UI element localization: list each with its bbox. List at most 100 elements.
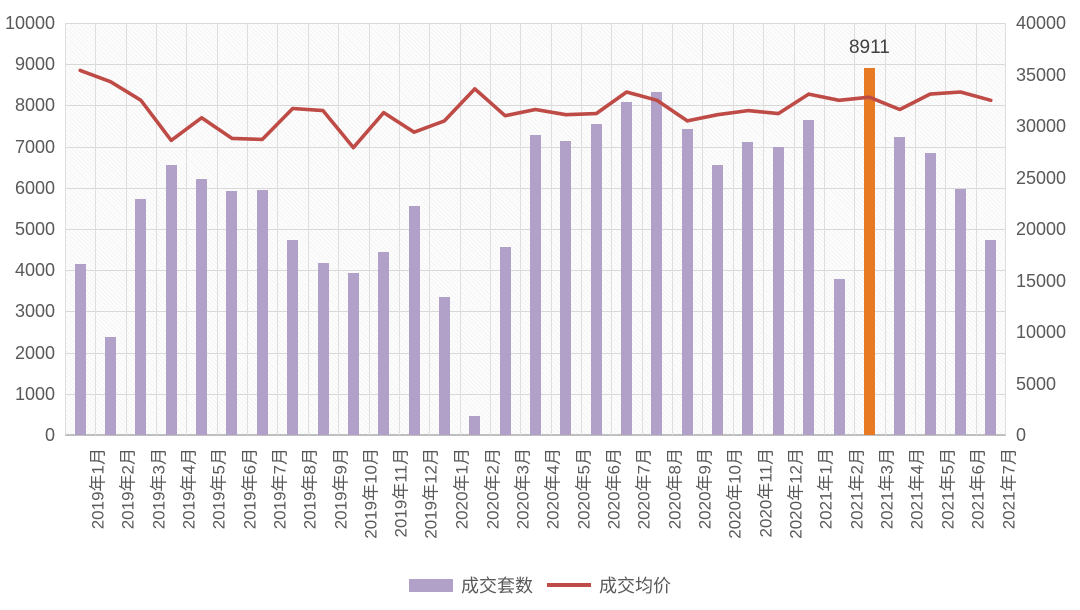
volume-bar [317, 263, 329, 435]
vertical-gridline [489, 23, 491, 435]
vertical-gridline [945, 23, 947, 435]
volume-bar [438, 297, 450, 435]
x-axis-tick-label: 2019年3月 [148, 448, 168, 530]
x-axis-tick-label: 2020年4月 [543, 448, 563, 530]
x-axis-tick-label: 2019年11月 [391, 448, 411, 538]
vertical-gridline [550, 23, 552, 435]
x-axis-tick-label: 2020年11月 [755, 448, 775, 538]
volume-bar [347, 273, 359, 435]
volume-bar [712, 164, 724, 435]
volume-bar [924, 152, 936, 435]
vertical-gridline [307, 23, 309, 435]
volume-bar [256, 189, 268, 435]
left-axis-tick-label: 4000 [14, 260, 55, 281]
x-axis-tick-label: 2019年6月 [239, 448, 259, 530]
vertical-gridline [975, 23, 977, 435]
right-axis-tick-label: 25000 [1016, 167, 1067, 188]
right-axis-tick-label: 40000 [1016, 13, 1067, 33]
vertical-gridline [95, 23, 97, 435]
volume-bar [408, 205, 420, 435]
x-axis-tick-label: 2020年2月 [482, 448, 502, 530]
x-axis-tick-label: 2019年1月 [88, 448, 108, 530]
volume-bar [287, 239, 299, 435]
volume-bar [499, 247, 511, 435]
left-axis-tick-label: 3000 [14, 301, 55, 322]
volume-bar [621, 101, 633, 435]
volume-bar [772, 147, 784, 435]
volume-bar [135, 199, 147, 435]
x-axis-tick-label: 2019年9月 [331, 448, 351, 530]
x-axis-tick-label: 2021年3月 [877, 448, 897, 530]
vertical-gridline [793, 23, 795, 435]
x-axis-tick-label: 2019年2月 [118, 448, 138, 530]
vertical-gridline [429, 23, 431, 435]
x-axis-tick-label: 2021年6月 [968, 448, 988, 530]
left-axis-tick-label: 6000 [14, 177, 55, 198]
x-axis-tick-label: 2021年4月 [907, 448, 927, 530]
legend-label-price: 成交均价 [599, 576, 671, 596]
volume-bar [803, 120, 815, 435]
price-line-layer [78, 68, 993, 150]
right-axis-tick-label: 0 [1016, 425, 1027, 445]
left-axis-tick-label: 0 [44, 425, 55, 445]
x-axis-tick-label: 2021年7月 [998, 448, 1018, 530]
legend-label-volume: 成交套数 [461, 576, 533, 596]
x-axis-tick-label: 2019年12月 [422, 448, 442, 539]
volume-bar [469, 416, 481, 435]
left-axis-tick-label: 7000 [14, 136, 55, 157]
vertical-gridline [823, 23, 825, 435]
right-axis-tick-label: 5000 [1016, 373, 1057, 394]
horizontal-gridline [65, 23, 1006, 24]
volume-bar-highlighted [863, 67, 875, 435]
volume-bar [226, 191, 238, 435]
vertical-gridline [732, 23, 734, 435]
vertical-gridline [186, 23, 188, 435]
volume-bar [651, 92, 663, 435]
plot-area [65, 23, 1006, 436]
volume-bar [742, 142, 754, 435]
volume-bar [985, 239, 997, 435]
vertical-gridline [763, 23, 765, 435]
right-axis-tick-label: 10000 [1016, 322, 1067, 342]
vertical-gridline [854, 23, 856, 435]
x-axis-tick-label: 2020年10月 [725, 448, 745, 539]
volume-series-swatch-icon [409, 578, 453, 592]
x-axis-tick-label: 2020年5月 [573, 448, 593, 530]
volume-bar [681, 128, 693, 435]
vertical-gridline [247, 23, 249, 435]
price-series-line-icon [547, 583, 591, 587]
vertical-gridline [459, 23, 461, 435]
vertical-gridline [398, 23, 400, 435]
volume-bar [105, 336, 117, 435]
volume-bar [74, 264, 86, 435]
left-axis-tick-label: 8000 [14, 95, 55, 116]
volume-bar [560, 141, 572, 435]
volume-bar [165, 165, 177, 435]
vertical-gridline [672, 23, 674, 435]
vertical-gridline [125, 23, 127, 435]
volume-bar [590, 123, 602, 435]
x-axis-tick-label: 2020年1月 [452, 448, 472, 530]
x-axis-tick-label: 2019年7月 [270, 448, 290, 530]
vertical-gridline [1005, 23, 1006, 435]
vertical-gridline [65, 23, 66, 435]
x-axis-tick-label: 2020年9月 [695, 448, 715, 530]
x-axis-tick-label: 2020年7月 [634, 448, 654, 530]
left-axis-tick-label: 9000 [14, 54, 55, 75]
bar-value-label: 8911 [848, 36, 890, 58]
x-axis-tick-label: 2020年8月 [664, 448, 684, 530]
right-axis-tick-label: 35000 [1016, 64, 1067, 85]
right-axis-tick-label: 15000 [1016, 270, 1067, 291]
horizontal-gridline [65, 105, 1006, 107]
x-axis-tick-label: 2021年1月 [816, 448, 836, 530]
x-axis-tick-label: 2020年12月 [786, 448, 806, 539]
vertical-gridline [884, 23, 886, 435]
vertical-gridline [338, 23, 340, 435]
vertical-gridline [914, 23, 916, 435]
x-axis-tick-label: 2019年10月 [361, 448, 381, 539]
volume-bar [530, 134, 541, 435]
x-axis-tick-label: 2021年5月 [938, 448, 958, 530]
volume-bar [196, 178, 208, 435]
left-axis-tick-label: 2000 [14, 342, 55, 363]
vertical-gridline [611, 23, 613, 435]
